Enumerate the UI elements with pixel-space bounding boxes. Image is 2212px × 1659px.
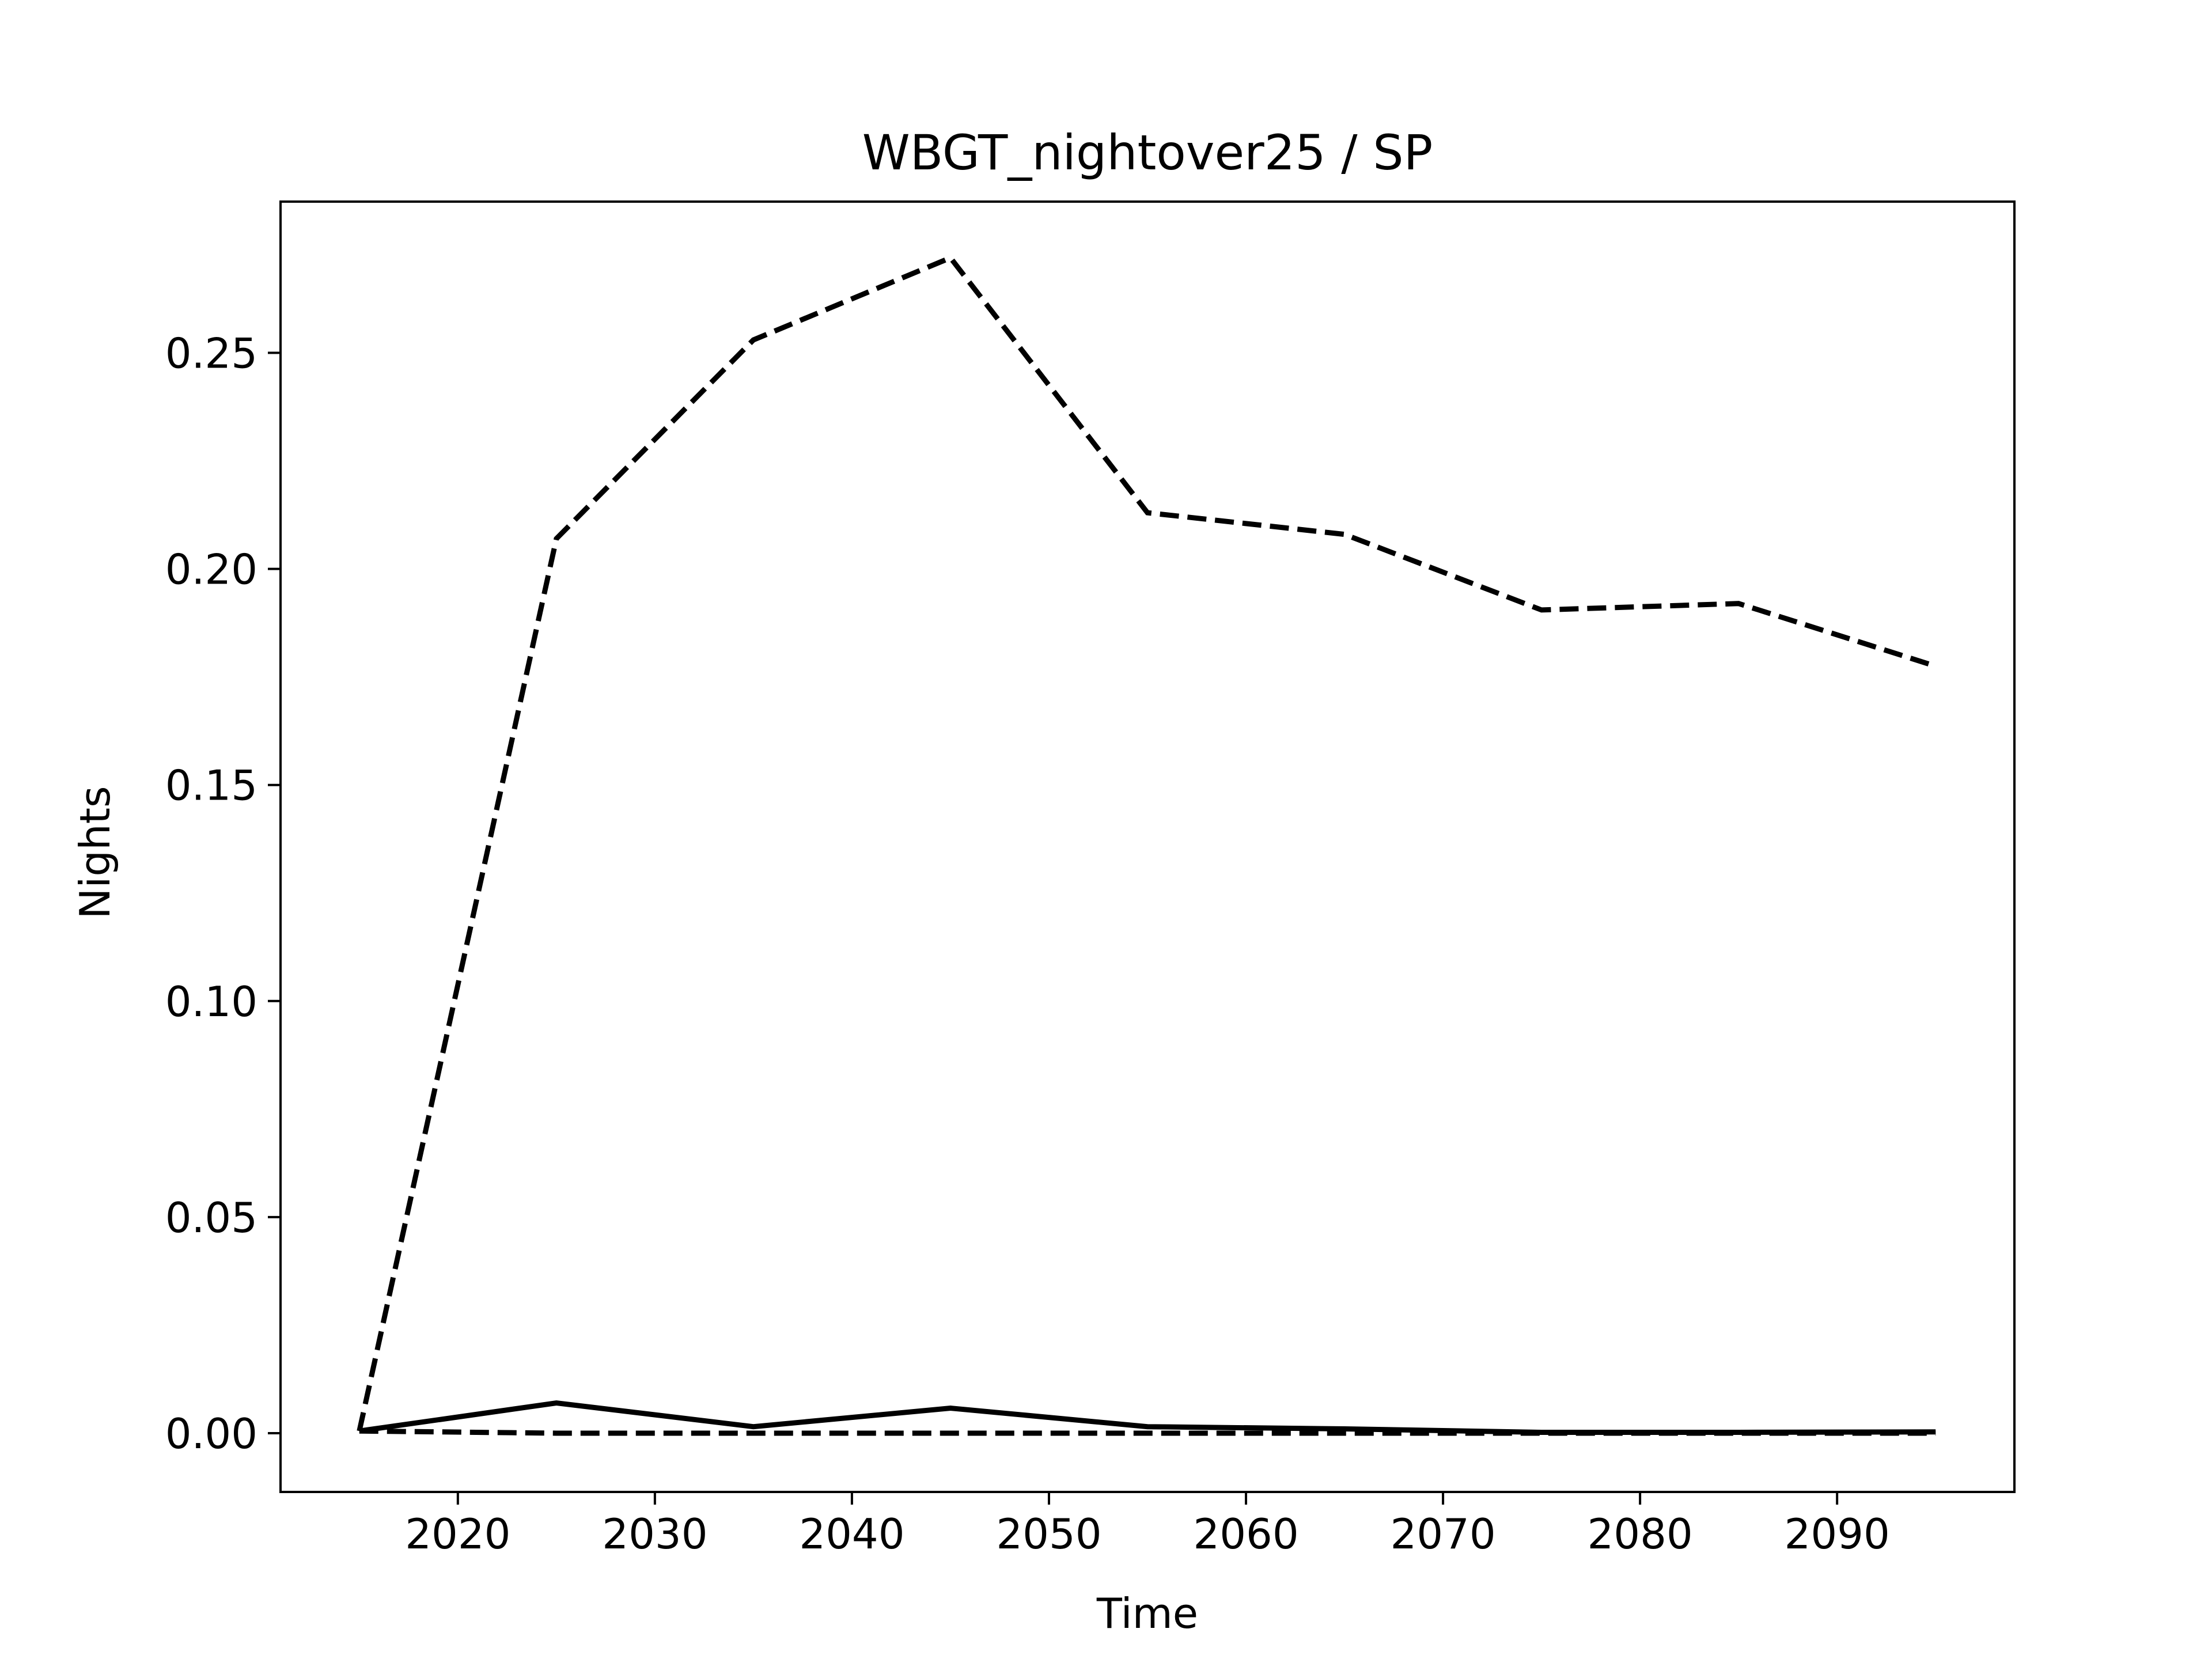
x-tick-label: 2090 <box>1785 1510 1890 1558</box>
x-tick-label: 2080 <box>1587 1510 1692 1558</box>
series-line-1 <box>357 255 1937 1432</box>
plot-frame <box>279 200 2016 1493</box>
x-tick-label: 2020 <box>405 1510 510 1558</box>
x-tick-label: 2070 <box>1390 1510 1495 1558</box>
y-tick-label: 0.10 <box>165 978 257 1026</box>
y-axis-label: Nights <box>71 786 119 919</box>
y-tick-label: 0.00 <box>165 1410 257 1458</box>
y-tick-label: 0.25 <box>165 329 257 378</box>
x-axis-label: Time <box>1096 1589 1198 1638</box>
y-tick-label: 0.05 <box>165 1194 257 1242</box>
y-tick-label: 0.15 <box>165 762 257 810</box>
series-line-3 <box>359 1428 1936 1436</box>
chart-title: WBGT_nightover25 / SP <box>862 124 1433 181</box>
x-tick-label: 2050 <box>996 1510 1101 1558</box>
series-layer <box>357 255 1937 1436</box>
ticks-layer: 2020 2030 2040 2050 2060 2070 2080 2090 0.00 0.05… <box>165 329 1890 1558</box>
x-tick-label: 2030 <box>602 1510 707 1558</box>
y-tick-label: 0.20 <box>165 546 257 594</box>
x-tick-label: 2060 <box>1193 1510 1298 1558</box>
x-tick-label: 2040 <box>799 1510 904 1558</box>
